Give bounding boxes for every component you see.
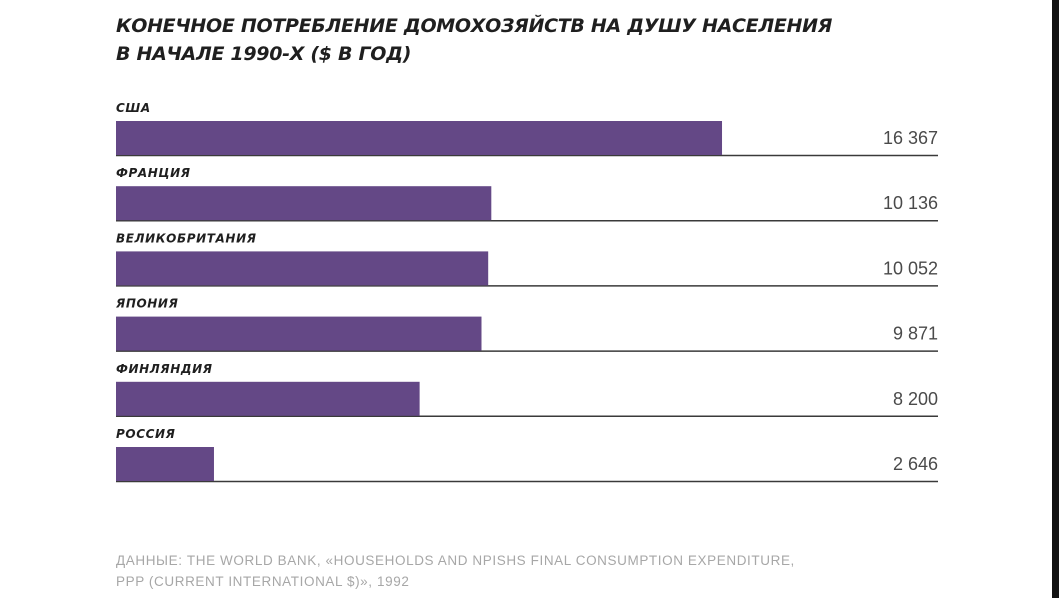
bar <box>116 121 723 155</box>
category-label: РОССИЯ <box>116 427 176 441</box>
chart-subtitle: В НАЧАЛЕ 1990-Х ($ В ГОД) <box>116 43 412 65</box>
source-note: ДАННЫЕ: THE WORLD BANK, «HOUSEHOLDS AND … <box>116 550 936 592</box>
category-label: ЯПОНИЯ <box>115 297 178 311</box>
bar <box>116 447 214 481</box>
category-label: ВЕЛИКОБРИТАНИЯ <box>116 231 257 245</box>
category-label: США <box>116 101 151 115</box>
bar <box>116 186 492 221</box>
source-line-2: PPP (CURRENT INTERNATIONAL $)», 1992 <box>116 574 410 589</box>
value-label: 9 871 <box>893 324 938 344</box>
bar <box>116 381 420 416</box>
value-label: 16 367 <box>883 128 938 148</box>
bar-chart: США 16 367 ФРАНЦИЯ 10 136 ВЕЛИКОБРИТАНИЯ 10 0… <box>115 101 938 483</box>
value-label: 10 136 <box>883 193 938 213</box>
chart-title-line-1: КОНЕЧНОЕ ПОТРЕБЛЕНИЕ ДОМОХОЗЯЙСТВ НА ДУШ… <box>116 15 833 37</box>
category-label: ФИНЛЯНДИЯ <box>116 362 213 376</box>
source-line-1: ДАННЫЕ: THE WORLD BANK, «HOUSEHOLDS AND … <box>116 553 795 568</box>
category-label: ФРАНЦИЯ <box>116 166 191 180</box>
bar <box>116 251 489 286</box>
bar <box>116 316 482 351</box>
chart-title: КОНЕЧНОЕ ПОТРЕБЛЕНИЕ ДОМОХОЗЯЙСТВ НА ДУШ… <box>116 12 936 68</box>
value-label: 2 646 <box>893 454 938 474</box>
value-label: 10 052 <box>883 258 938 278</box>
value-label: 8 200 <box>893 389 938 409</box>
